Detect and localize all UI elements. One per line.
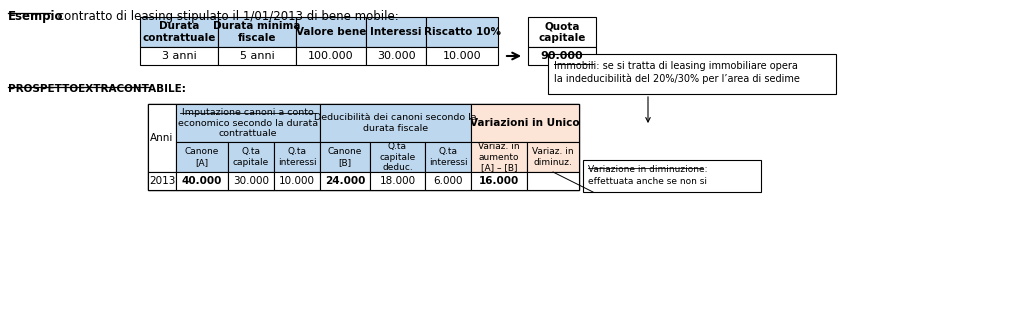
FancyBboxPatch shape [274, 172, 319, 190]
FancyBboxPatch shape [527, 142, 579, 172]
FancyBboxPatch shape [528, 17, 596, 47]
FancyBboxPatch shape [228, 172, 274, 190]
Text: 90.000: 90.000 [541, 51, 584, 61]
FancyBboxPatch shape [319, 172, 370, 190]
Text: 40.000: 40.000 [182, 176, 222, 186]
FancyBboxPatch shape [425, 142, 471, 172]
FancyBboxPatch shape [548, 54, 836, 94]
Text: 10.000: 10.000 [279, 176, 315, 186]
FancyBboxPatch shape [370, 172, 425, 190]
Text: Durata
contrattuale: Durata contrattuale [142, 21, 216, 43]
Text: : contratto di leasing stipulato il 1/01/2013 di bene mobile:: : contratto di leasing stipulato il 1/01… [50, 10, 398, 23]
FancyBboxPatch shape [319, 104, 471, 142]
Text: 30.000: 30.000 [233, 176, 269, 186]
FancyBboxPatch shape [471, 172, 527, 190]
Text: Variaz. in
aumento
[A] – [B]: Variaz. in aumento [A] – [B] [478, 142, 520, 172]
FancyBboxPatch shape [228, 142, 274, 172]
FancyBboxPatch shape [426, 47, 498, 65]
FancyBboxPatch shape [471, 142, 527, 172]
FancyBboxPatch shape [148, 104, 176, 172]
FancyBboxPatch shape [148, 104, 579, 190]
FancyBboxPatch shape [370, 142, 425, 172]
Text: 10.000: 10.000 [442, 51, 481, 61]
Text: 100.000: 100.000 [308, 51, 354, 61]
Text: 24.000: 24.000 [325, 176, 366, 186]
Text: Q.ta
interessi: Q.ta interessi [429, 147, 467, 167]
FancyBboxPatch shape [218, 17, 296, 47]
Text: Imputazione canoni a conto
economico secondo la durata
contrattuale: Imputazione canoni a conto economico sec… [178, 108, 318, 138]
FancyBboxPatch shape [176, 104, 319, 142]
Text: 2013: 2013 [148, 176, 175, 186]
Text: PROSPETTOEXTRACONTABILE:: PROSPETTOEXTRACONTABILE: [8, 84, 186, 94]
Text: 16.000: 16.000 [479, 176, 519, 186]
FancyBboxPatch shape [176, 172, 228, 190]
FancyBboxPatch shape [140, 17, 218, 47]
Text: Variazioni in Unico: Variazioni in Unico [470, 118, 580, 128]
FancyBboxPatch shape [528, 47, 596, 65]
Text: la indeducibilità del 20%/30% per l’area di sedime: la indeducibilità del 20%/30% per l’area… [554, 74, 800, 84]
Text: Q.ta
interessi: Q.ta interessi [278, 147, 316, 167]
FancyBboxPatch shape [148, 172, 176, 190]
Text: Q.ta
capitale
deduc.: Q.ta capitale deduc. [379, 142, 416, 172]
FancyBboxPatch shape [366, 17, 426, 47]
FancyBboxPatch shape [176, 142, 228, 172]
Text: Q.ta
capitale: Q.ta capitale [232, 147, 269, 167]
Text: Esempio: Esempio [8, 10, 63, 23]
Text: 30.000: 30.000 [377, 51, 416, 61]
Text: Durata minima
fiscale: Durata minima fiscale [213, 21, 301, 43]
Text: 5 anni: 5 anni [240, 51, 274, 61]
Text: Canone
[A]: Canone [A] [184, 147, 219, 167]
Text: Anni: Anni [151, 133, 174, 143]
Text: 6.000: 6.000 [433, 176, 463, 186]
FancyBboxPatch shape [471, 104, 579, 142]
Text: effettuata anche se non si: effettuata anche se non si [588, 177, 707, 186]
FancyBboxPatch shape [425, 172, 471, 190]
FancyBboxPatch shape [426, 17, 498, 47]
FancyBboxPatch shape [218, 47, 296, 65]
Text: Valore bene: Valore bene [296, 27, 367, 37]
Text: 3 anni: 3 anni [162, 51, 197, 61]
FancyBboxPatch shape [583, 160, 761, 192]
Text: Variaz. in
diminuz.: Variaz. in diminuz. [532, 147, 573, 167]
Text: Riscatto 10%: Riscatto 10% [424, 27, 501, 37]
FancyBboxPatch shape [274, 142, 319, 172]
Text: Deducibilità dei canoni secondo la
durata fiscale: Deducibilità dei canoni secondo la durat… [314, 113, 477, 133]
Text: Canone
[B]: Canone [B] [328, 147, 362, 167]
FancyBboxPatch shape [140, 47, 218, 65]
Text: Immobili: se si tratta di leasing immobiliare opera: Immobili: se si tratta di leasing immobi… [554, 61, 798, 71]
Text: Variazione in diminuzione:: Variazione in diminuzione: [588, 165, 708, 174]
Text: Interessi: Interessi [371, 27, 422, 37]
Text: Quota
capitale: Quota capitale [539, 21, 586, 43]
FancyBboxPatch shape [319, 142, 370, 172]
FancyBboxPatch shape [296, 47, 366, 65]
FancyBboxPatch shape [527, 172, 579, 190]
FancyBboxPatch shape [296, 17, 366, 47]
Text: 18.000: 18.000 [380, 176, 416, 186]
FancyBboxPatch shape [366, 47, 426, 65]
